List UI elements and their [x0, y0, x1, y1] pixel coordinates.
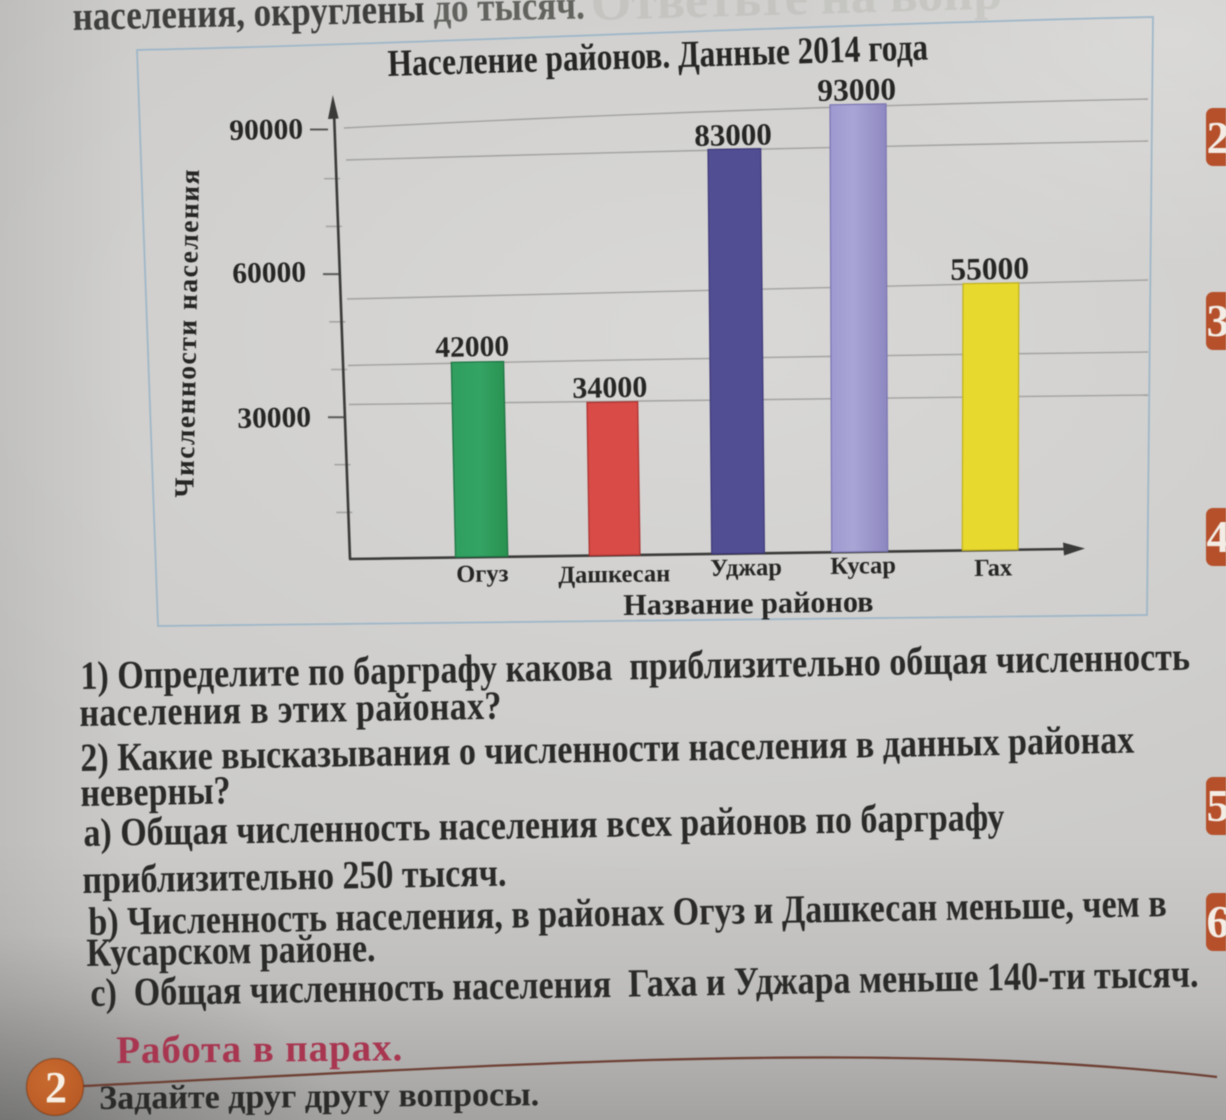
- svg-text:2: 2: [45, 1063, 67, 1112]
- svg-text:5: 5: [1207, 780, 1226, 831]
- svg-text:4: 4: [1207, 511, 1226, 562]
- svg-text:2: 2: [1207, 112, 1226, 163]
- svg-text:6: 6: [1207, 896, 1226, 947]
- svg-text:3: 3: [1207, 295, 1226, 346]
